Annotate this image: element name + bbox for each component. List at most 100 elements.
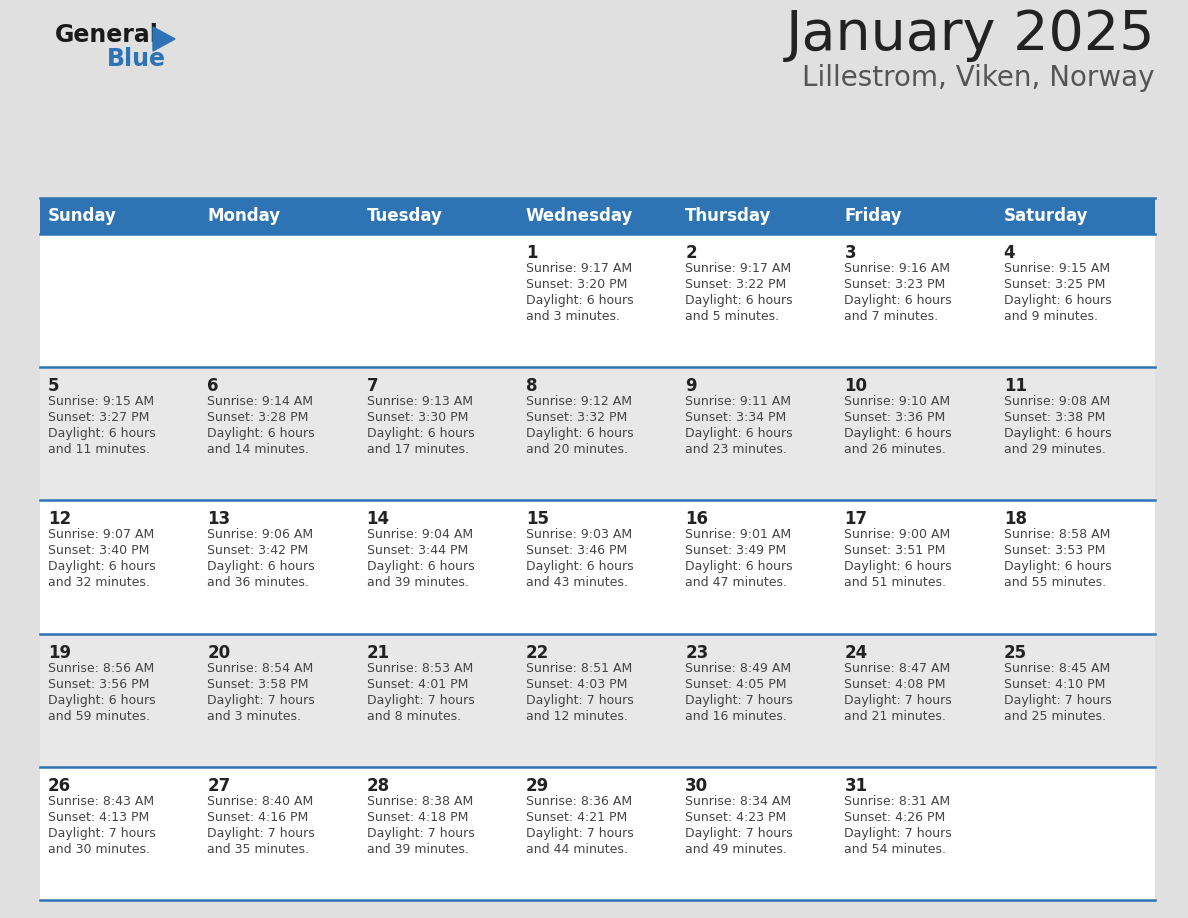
Text: Sunrise: 9:00 AM: Sunrise: 9:00 AM: [845, 529, 950, 542]
Text: and 20 minutes.: and 20 minutes.: [526, 443, 627, 456]
Text: and 43 minutes.: and 43 minutes.: [526, 577, 627, 589]
Text: 22: 22: [526, 644, 549, 662]
Text: Daylight: 7 hours: Daylight: 7 hours: [526, 827, 633, 840]
Text: and 3 minutes.: and 3 minutes.: [526, 310, 620, 323]
Text: January 2025: January 2025: [785, 8, 1155, 62]
Text: and 25 minutes.: and 25 minutes.: [1004, 710, 1106, 722]
Text: Daylight: 7 hours: Daylight: 7 hours: [367, 694, 474, 707]
Text: Sunset: 4:03 PM: Sunset: 4:03 PM: [526, 677, 627, 690]
Text: Daylight: 6 hours: Daylight: 6 hours: [207, 560, 315, 574]
Text: 28: 28: [367, 777, 390, 795]
Bar: [40, 367, 1155, 500]
Text: and 16 minutes.: and 16 minutes.: [685, 710, 786, 722]
Text: and 12 minutes.: and 12 minutes.: [526, 710, 627, 722]
Text: Sunrise: 8:53 AM: Sunrise: 8:53 AM: [367, 662, 473, 675]
Text: Sunrise: 8:45 AM: Sunrise: 8:45 AM: [1004, 662, 1110, 675]
Text: Sunset: 4:13 PM: Sunset: 4:13 PM: [48, 811, 150, 823]
Text: Daylight: 7 hours: Daylight: 7 hours: [685, 827, 792, 840]
Text: Sunset: 3:20 PM: Sunset: 3:20 PM: [526, 278, 627, 291]
Text: 30: 30: [685, 777, 708, 795]
Text: Sunrise: 9:15 AM: Sunrise: 9:15 AM: [1004, 262, 1110, 275]
Text: Sunset: 3:44 PM: Sunset: 3:44 PM: [367, 544, 468, 557]
Bar: [40, 234, 1155, 367]
Text: and 7 minutes.: and 7 minutes.: [845, 310, 939, 323]
Text: Sunrise: 9:06 AM: Sunrise: 9:06 AM: [207, 529, 314, 542]
Text: 16: 16: [685, 510, 708, 529]
Text: and 55 minutes.: and 55 minutes.: [1004, 577, 1106, 589]
Text: and 30 minutes.: and 30 minutes.: [48, 843, 150, 856]
Text: Sunset: 3:23 PM: Sunset: 3:23 PM: [845, 278, 946, 291]
Text: Sunset: 3:56 PM: Sunset: 3:56 PM: [48, 677, 150, 690]
Text: 24: 24: [845, 644, 867, 662]
Text: Lillestrom, Viken, Norway: Lillestrom, Viken, Norway: [803, 64, 1155, 92]
Text: and 8 minutes.: and 8 minutes.: [367, 710, 461, 722]
Text: Daylight: 7 hours: Daylight: 7 hours: [207, 827, 315, 840]
Text: and 39 minutes.: and 39 minutes.: [367, 577, 468, 589]
Text: Daylight: 7 hours: Daylight: 7 hours: [48, 827, 156, 840]
Text: 15: 15: [526, 510, 549, 529]
Text: Daylight: 6 hours: Daylight: 6 hours: [685, 294, 792, 307]
Text: 6: 6: [207, 377, 219, 396]
Text: 2: 2: [685, 244, 697, 262]
Text: Sunrise: 9:13 AM: Sunrise: 9:13 AM: [367, 396, 473, 409]
Text: 18: 18: [1004, 510, 1026, 529]
Text: Friday: Friday: [845, 207, 902, 225]
Text: Sunset: 3:38 PM: Sunset: 3:38 PM: [1004, 411, 1105, 424]
Text: and 29 minutes.: and 29 minutes.: [1004, 443, 1106, 456]
Text: Blue: Blue: [107, 47, 166, 71]
Text: Sunrise: 9:17 AM: Sunrise: 9:17 AM: [685, 262, 791, 275]
Text: Sunrise: 8:43 AM: Sunrise: 8:43 AM: [48, 795, 154, 808]
Text: Sunrise: 9:01 AM: Sunrise: 9:01 AM: [685, 529, 791, 542]
Text: and 49 minutes.: and 49 minutes.: [685, 843, 786, 856]
Bar: [40, 500, 1155, 633]
Text: Daylight: 6 hours: Daylight: 6 hours: [685, 560, 792, 574]
Text: 9: 9: [685, 377, 697, 396]
Bar: [40, 198, 1155, 900]
Text: Sunrise: 8:34 AM: Sunrise: 8:34 AM: [685, 795, 791, 808]
Text: and 35 minutes.: and 35 minutes.: [207, 843, 309, 856]
Text: Sunrise: 8:38 AM: Sunrise: 8:38 AM: [367, 795, 473, 808]
Text: Sunrise: 9:03 AM: Sunrise: 9:03 AM: [526, 529, 632, 542]
Text: Daylight: 6 hours: Daylight: 6 hours: [367, 560, 474, 574]
Text: Daylight: 6 hours: Daylight: 6 hours: [48, 694, 156, 707]
Text: Sunrise: 8:36 AM: Sunrise: 8:36 AM: [526, 795, 632, 808]
Text: Daylight: 6 hours: Daylight: 6 hours: [1004, 560, 1111, 574]
Text: and 59 minutes.: and 59 minutes.: [48, 710, 150, 722]
Text: 3: 3: [845, 244, 857, 262]
Text: 21: 21: [367, 644, 390, 662]
Text: Daylight: 6 hours: Daylight: 6 hours: [685, 427, 792, 441]
Text: Sunrise: 9:08 AM: Sunrise: 9:08 AM: [1004, 396, 1110, 409]
Text: 13: 13: [207, 510, 230, 529]
Text: and 11 minutes.: and 11 minutes.: [48, 443, 150, 456]
Bar: [40, 633, 1155, 767]
Text: 25: 25: [1004, 644, 1026, 662]
Text: Sunset: 3:32 PM: Sunset: 3:32 PM: [526, 411, 627, 424]
Text: Thursday: Thursday: [685, 207, 771, 225]
Text: Sunset: 4:05 PM: Sunset: 4:05 PM: [685, 677, 786, 690]
Text: Sunrise: 9:04 AM: Sunrise: 9:04 AM: [367, 529, 473, 542]
Text: Sunset: 4:10 PM: Sunset: 4:10 PM: [1004, 677, 1105, 690]
Text: Sunset: 3:46 PM: Sunset: 3:46 PM: [526, 544, 627, 557]
Text: General: General: [55, 23, 159, 47]
Text: and 39 minutes.: and 39 minutes.: [367, 843, 468, 856]
Text: Sunrise: 9:17 AM: Sunrise: 9:17 AM: [526, 262, 632, 275]
Text: Daylight: 6 hours: Daylight: 6 hours: [845, 560, 952, 574]
Text: Daylight: 7 hours: Daylight: 7 hours: [845, 694, 952, 707]
Text: Sunrise: 9:07 AM: Sunrise: 9:07 AM: [48, 529, 154, 542]
Text: and 36 minutes.: and 36 minutes.: [207, 577, 309, 589]
Text: Daylight: 7 hours: Daylight: 7 hours: [367, 827, 474, 840]
Text: 12: 12: [48, 510, 71, 529]
Text: Sunday: Sunday: [48, 207, 116, 225]
Text: Daylight: 7 hours: Daylight: 7 hours: [685, 694, 792, 707]
Text: Daylight: 7 hours: Daylight: 7 hours: [526, 694, 633, 707]
Text: Sunset: 4:18 PM: Sunset: 4:18 PM: [367, 811, 468, 823]
Text: and 26 minutes.: and 26 minutes.: [845, 443, 947, 456]
Text: and 44 minutes.: and 44 minutes.: [526, 843, 627, 856]
Text: Sunset: 3:58 PM: Sunset: 3:58 PM: [207, 677, 309, 690]
Text: Saturday: Saturday: [1004, 207, 1088, 225]
Text: Daylight: 6 hours: Daylight: 6 hours: [207, 427, 315, 441]
Text: Sunrise: 9:11 AM: Sunrise: 9:11 AM: [685, 396, 791, 409]
Text: Sunrise: 8:49 AM: Sunrise: 8:49 AM: [685, 662, 791, 675]
Polygon shape: [153, 27, 175, 51]
Text: 10: 10: [845, 377, 867, 396]
